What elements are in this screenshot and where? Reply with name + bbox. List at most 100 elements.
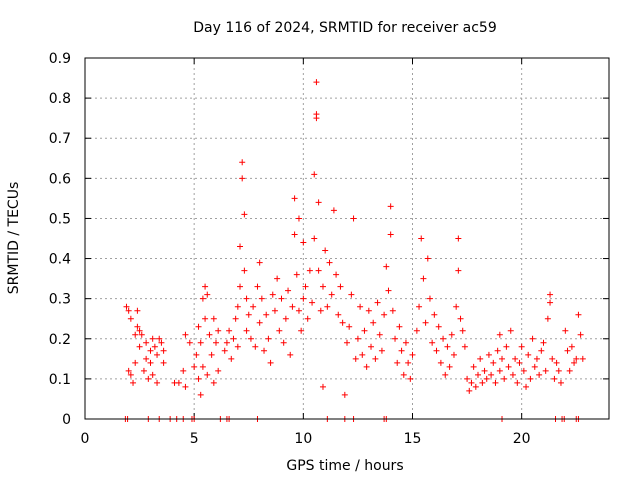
- data-point: [485, 351, 492, 358]
- data-point: [295, 307, 302, 314]
- data-point: [557, 379, 564, 386]
- data-point: [199, 363, 206, 370]
- data-point: [239, 175, 246, 182]
- data-point: [210, 379, 217, 386]
- data-point: [527, 375, 534, 382]
- data-point: [490, 359, 497, 366]
- data-point: [448, 331, 455, 338]
- data-point: [127, 371, 134, 378]
- data-point: [160, 347, 167, 354]
- data-point: [326, 259, 333, 266]
- data-point: [507, 327, 514, 334]
- data-point: [274, 275, 281, 282]
- data-point: [197, 339, 204, 346]
- data-point: [243, 327, 250, 334]
- y-tick-label: 0.3: [49, 292, 71, 308]
- data-point: [269, 291, 276, 298]
- data-point: [378, 347, 385, 354]
- data-point: [357, 303, 364, 310]
- data-point: [440, 335, 447, 342]
- data-point: [496, 367, 503, 374]
- data-point: [143, 355, 150, 362]
- data-point: [154, 351, 161, 358]
- data-point: [450, 351, 457, 358]
- data-point: [540, 339, 547, 346]
- data-point: [208, 351, 215, 358]
- data-point: [542, 367, 549, 374]
- data-point: [566, 367, 573, 374]
- data-point: [446, 363, 453, 370]
- data-point: [151, 343, 158, 350]
- data-point: [348, 291, 355, 298]
- data-point: [313, 79, 320, 86]
- data-point: [453, 303, 460, 310]
- data-point: [245, 311, 252, 318]
- data-point: [328, 291, 335, 298]
- data-point: [232, 315, 239, 322]
- data-point: [154, 379, 161, 386]
- data-point: [258, 295, 265, 302]
- data-point: [315, 267, 322, 274]
- data-point: [396, 323, 403, 330]
- data-point: [512, 355, 519, 362]
- data-point: [503, 343, 510, 350]
- data-point: [352, 355, 359, 362]
- data-point: [579, 355, 586, 362]
- data-point: [193, 351, 200, 358]
- data-point: [568, 343, 575, 350]
- data-point: [134, 307, 141, 314]
- data-point: [422, 319, 429, 326]
- data-point: [392, 335, 399, 342]
- data-point: [575, 311, 582, 318]
- data-point: [215, 367, 222, 374]
- data-point: [492, 379, 499, 386]
- data-point: [335, 311, 342, 318]
- plot-frame: [84, 57, 610, 420]
- y-tick-label: 0.5: [49, 211, 71, 227]
- data-point: [470, 363, 477, 370]
- x-tick-label: 0: [81, 431, 90, 447]
- data-point: [256, 259, 263, 266]
- data-point: [175, 379, 182, 386]
- x-tick-label: 20: [513, 431, 531, 447]
- data-point: [289, 303, 296, 310]
- data-point: [145, 375, 152, 382]
- data-point: [346, 323, 353, 330]
- data-point: [533, 355, 540, 362]
- data-point: [315, 199, 322, 206]
- data-point: [409, 351, 416, 358]
- data-point: [202, 315, 209, 322]
- data-point: [523, 383, 530, 390]
- data-point: [398, 347, 405, 354]
- data-point: [243, 295, 250, 302]
- data-point: [481, 367, 488, 374]
- data-point: [376, 331, 383, 338]
- data-point: [525, 351, 532, 358]
- data-point: [363, 363, 370, 370]
- y-tick-label: 0: [62, 412, 71, 428]
- data-point: [311, 235, 318, 242]
- data-point: [213, 339, 219, 346]
- data-point: [180, 367, 187, 374]
- data-point: [285, 287, 292, 294]
- data-point: [322, 247, 329, 254]
- data-point: [455, 267, 462, 274]
- data-point: [514, 379, 521, 386]
- data-point: [317, 307, 324, 314]
- data-point: [237, 283, 244, 290]
- y-tick-label: 0.4: [49, 252, 71, 268]
- data-point: [464, 375, 471, 382]
- data-point: [405, 359, 412, 366]
- data-point: [516, 359, 523, 366]
- data-point: [488, 371, 495, 378]
- data-point: [337, 283, 344, 290]
- data-point: [125, 307, 132, 314]
- data-point: [250, 303, 257, 310]
- data-point: [361, 327, 368, 334]
- data-point: [429, 339, 436, 346]
- data-point: [466, 387, 473, 394]
- data-point: [287, 351, 294, 358]
- data-point: [544, 315, 551, 322]
- data-point: [254, 283, 261, 290]
- data-point: [186, 339, 193, 346]
